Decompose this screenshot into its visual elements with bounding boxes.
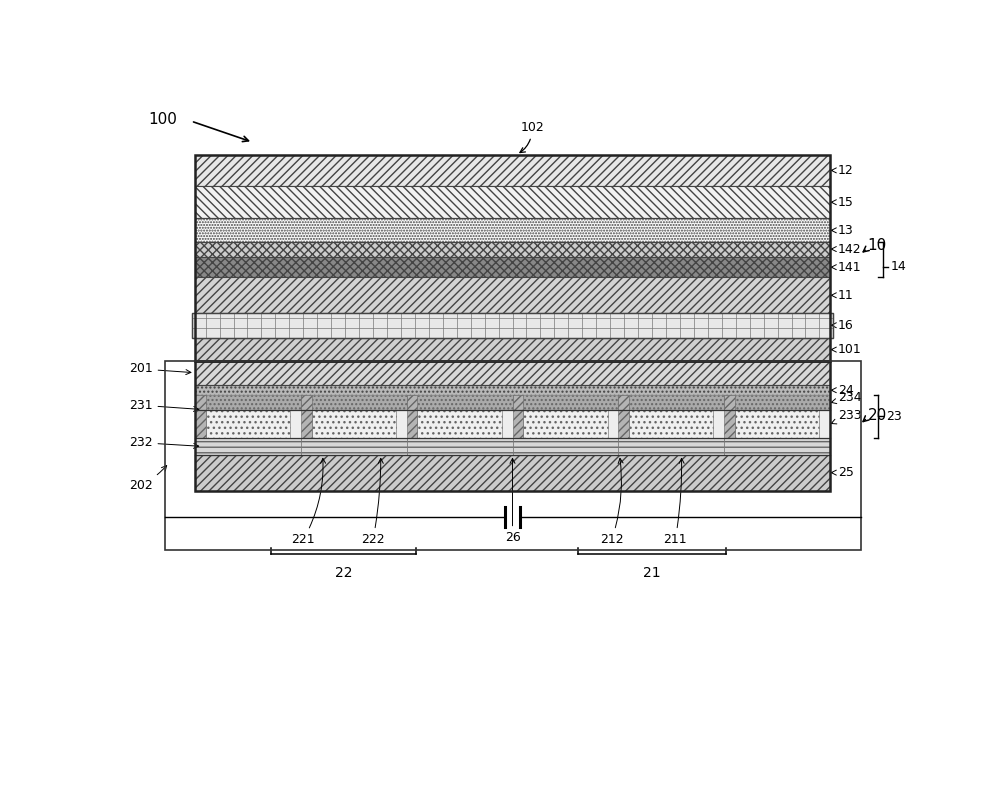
Bar	[618, 438, 724, 454]
Text: 16: 16	[831, 319, 854, 332]
Text: 100: 100	[148, 112, 177, 127]
Text: 102: 102	[520, 121, 544, 152]
Bar	[618, 395, 724, 410]
Bar	[301, 438, 407, 454]
Bar	[512, 395, 523, 441]
Bar	[618, 395, 629, 441]
Bar	[192, 313, 833, 338]
Bar	[724, 395, 830, 410]
Text: 25: 25	[831, 466, 854, 479]
Bar	[301, 395, 312, 441]
Bar	[195, 395, 830, 454]
Text: 20: 20	[867, 408, 887, 423]
Text: 23: 23	[886, 410, 902, 423]
Bar	[735, 410, 819, 438]
Bar	[523, 410, 608, 438]
Bar	[195, 361, 830, 491]
Bar	[195, 155, 830, 186]
Bar	[312, 410, 396, 438]
Text: 231: 231	[129, 399, 199, 412]
Text: 222: 222	[361, 458, 385, 546]
Bar	[407, 395, 513, 410]
Text: 221: 221	[291, 458, 326, 546]
Bar	[195, 395, 301, 410]
Text: 14: 14	[891, 260, 906, 273]
Bar	[195, 454, 830, 491]
Bar	[195, 277, 830, 313]
Bar	[724, 395, 735, 441]
Text: 13: 13	[831, 224, 854, 237]
Bar	[195, 361, 830, 384]
Text: 233: 233	[831, 410, 862, 424]
Bar	[165, 361, 861, 550]
Bar	[195, 218, 830, 242]
Bar	[512, 438, 618, 454]
Text: 21: 21	[643, 566, 661, 580]
Text: 234: 234	[831, 391, 862, 404]
Text: 201: 201	[129, 363, 191, 375]
Text: 11: 11	[831, 289, 854, 302]
Bar	[195, 242, 830, 256]
Text: 101: 101	[831, 343, 862, 356]
Bar	[195, 438, 301, 454]
Bar	[724, 438, 830, 454]
Text: 232: 232	[129, 436, 199, 449]
Bar	[195, 384, 830, 395]
Text: 24: 24	[831, 384, 854, 397]
Bar	[195, 256, 830, 277]
Bar	[629, 410, 713, 438]
Bar	[417, 410, 502, 438]
Text: 10: 10	[867, 238, 887, 254]
Text: 142: 142	[831, 242, 862, 255]
Bar	[206, 410, 290, 438]
Text: 15: 15	[831, 195, 854, 208]
Bar	[407, 395, 417, 441]
Text: 26: 26	[505, 458, 520, 544]
Bar	[192, 313, 833, 338]
Text: 212: 212	[600, 458, 624, 546]
Text: 12: 12	[831, 164, 854, 177]
Bar	[407, 438, 513, 454]
Text: 141: 141	[831, 260, 862, 273]
Bar	[195, 155, 830, 361]
Bar	[301, 395, 407, 410]
Bar	[512, 395, 618, 410]
Bar	[195, 186, 830, 218]
Text: 211: 211	[663, 458, 687, 546]
Bar	[195, 395, 206, 441]
Bar	[195, 338, 830, 361]
Text: 202: 202	[129, 466, 167, 492]
Text: 22: 22	[335, 566, 352, 580]
